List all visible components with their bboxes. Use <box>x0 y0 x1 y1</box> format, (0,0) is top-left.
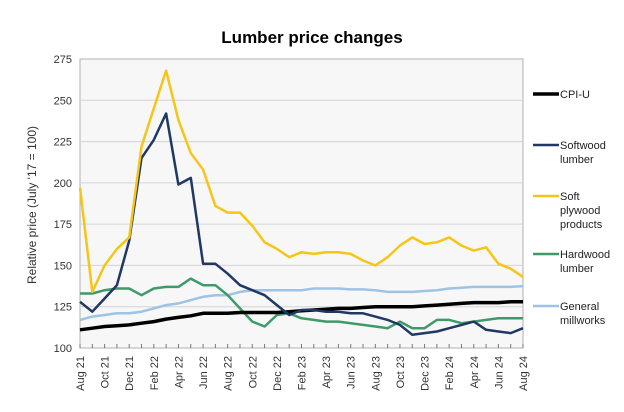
legend-label-line: CPI-U <box>560 89 590 101</box>
legend-label: CPI-U <box>560 89 590 101</box>
y-tick-label: 175 <box>54 219 72 231</box>
legend-label-line: lumber <box>560 154 594 166</box>
series-line-soft-plywood-products <box>78 69 524 294</box>
x-tick-label: Feb 23 <box>297 356 309 390</box>
legend-label-line: products <box>560 219 603 231</box>
legend-label: Hardwood lumber <box>560 249 610 275</box>
x-tick-label: Aug 21 <box>75 356 87 391</box>
x-tick-label: Oct 22 <box>247 356 259 388</box>
y-tick-label: 200 <box>54 178 72 190</box>
legend-label-line: Soft <box>560 191 580 203</box>
y-tick-label: 275 <box>54 54 72 66</box>
y-axis: 100 125 150 175 200 225 250 275 <box>54 54 72 355</box>
x-tick-label: Dec 23 <box>420 356 432 391</box>
series-line-softwood-lumber <box>79 112 524 337</box>
legend-label-line: Hardwood <box>560 249 610 261</box>
y-tick-label: 225 <box>54 137 72 149</box>
x-tick-label: Dec 21 <box>124 356 136 391</box>
x-tick-label: Apr 23 <box>321 356 333 388</box>
y-tick-label: 100 <box>54 343 72 355</box>
legend-label: Softwood lumber <box>560 140 606 166</box>
x-tick-label: Apr 22 <box>173 356 185 388</box>
legend-label-line: plywood <box>560 205 600 217</box>
legend-label: Soft plywood products <box>560 191 603 231</box>
x-tick-label: Feb 24 <box>444 356 456 390</box>
legend-label-line: millworks <box>560 315 606 327</box>
legend: CPI-U Softwood lumber Soft plywood products Ha… <box>533 89 610 327</box>
x-tick-label: Feb 22 <box>149 356 161 390</box>
y-tick-label: 125 <box>54 302 72 314</box>
x-tick-label: Apr 24 <box>469 356 481 388</box>
legend-label: General millworks <box>560 301 606 327</box>
legend-label-line: Softwood <box>560 140 606 152</box>
x-tick-label: Jun 22 <box>198 356 210 389</box>
chart-title: Lumber price changes <box>221 28 403 47</box>
legend-label-line: lumber <box>560 263 594 275</box>
x-tick-label: Dec 22 <box>272 356 284 391</box>
x-tick-label: Oct 23 <box>395 356 407 388</box>
series-line-hardwood-lumber <box>80 277 523 330</box>
x-tick-label: Aug 24 <box>518 356 530 391</box>
series-line-general-millworks <box>79 284 524 322</box>
series-lines <box>78 69 524 337</box>
y-tick-label: 150 <box>54 260 72 272</box>
y-axis-label: Relative price (July '17 = 100) <box>25 126 39 284</box>
x-tick-label: Jun 23 <box>346 356 358 389</box>
legend-label-line: General <box>560 301 599 313</box>
x-axis: Aug 21 Oct 21 Dec 21 Feb 22 Apr 22 Jun 22 Aug … <box>75 344 530 391</box>
x-tick-label: Aug 23 <box>370 356 382 391</box>
x-tick-label: Oct 21 <box>100 356 112 388</box>
x-tick-label: Jun 24 <box>493 356 505 389</box>
y-tick-label: 250 <box>54 95 72 107</box>
x-tick-label: Aug 22 <box>223 356 235 391</box>
